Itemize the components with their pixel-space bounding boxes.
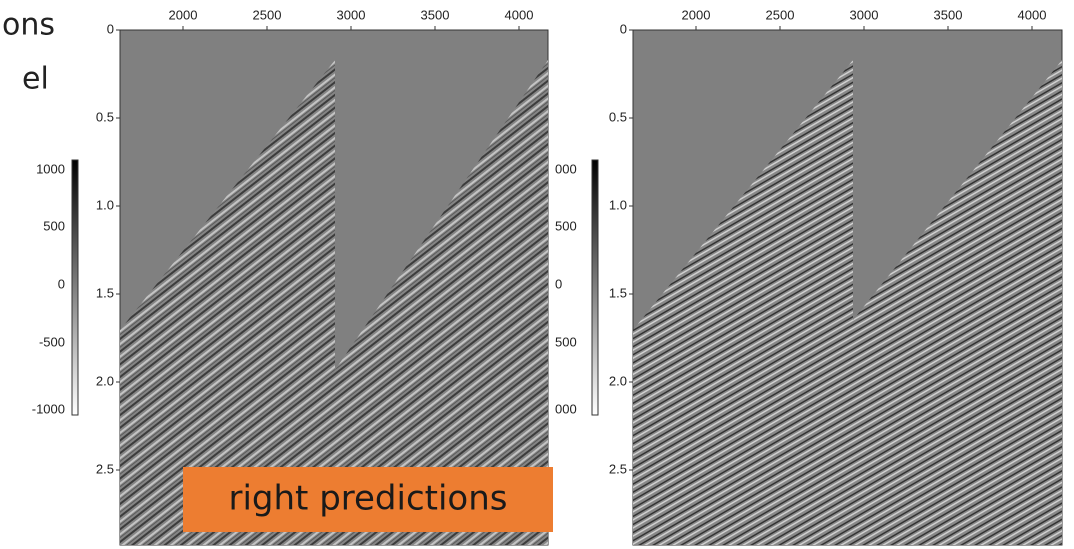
colorbar [591, 159, 599, 416]
colorbar-tick-label: 500 [43, 218, 65, 233]
callout-text: right predictions [229, 479, 508, 519]
x-tick-label: 4000 [505, 7, 534, 22]
x-tick-label: 4000 [1018, 7, 1047, 22]
colorbar-tick-label: -500 [39, 334, 65, 349]
y-tick-label: 0 [107, 21, 114, 36]
x-tick-label: 2000 [169, 7, 198, 22]
y-tick-label: 1.5 [96, 285, 114, 300]
y-tick-label: 2.0 [609, 373, 627, 388]
clipped-text: ons [2, 8, 55, 43]
y-tick-label: 0.5 [96, 109, 114, 124]
panel-left-image [119, 29, 549, 546]
colorbar-tick-label: 000 [555, 161, 577, 176]
x-tick-label: 3500 [421, 7, 450, 22]
x-tick-label: 3000 [337, 7, 366, 22]
callout-box [183, 467, 553, 532]
y-tick-label: 0.5 [609, 109, 627, 124]
x-tick-label: 2500 [253, 7, 282, 22]
y-tick-label: 2.0 [96, 373, 114, 388]
colorbar-tick-label: 500 [555, 218, 577, 233]
y-tick-label: 1.0 [609, 197, 627, 212]
x-tick-label: 2000 [682, 7, 711, 22]
y-tick-label: 2.5 [96, 461, 114, 476]
panel-right-image [632, 29, 1063, 546]
colorbar-tick-label: 500 [555, 334, 577, 349]
x-tick-label: 3000 [850, 7, 879, 22]
colorbar-tick-label: 0 [555, 276, 562, 291]
y-tick-label: 2.5 [609, 461, 627, 476]
x-tick-label: 3500 [934, 7, 963, 22]
clipped-text: el [22, 62, 49, 97]
x-tick-label: 2500 [766, 7, 795, 22]
colorbar-tick-label: 000 [555, 401, 577, 416]
colorbar [71, 159, 79, 416]
colorbar-tick-label: -1000 [32, 401, 65, 416]
y-tick-label: 1.0 [96, 197, 114, 212]
y-tick-label: 0 [620, 21, 627, 36]
colorbar-tick-label: 0 [58, 276, 65, 291]
y-tick-label: 1.5 [609, 285, 627, 300]
colorbar-tick-label: 1000 [36, 161, 65, 176]
